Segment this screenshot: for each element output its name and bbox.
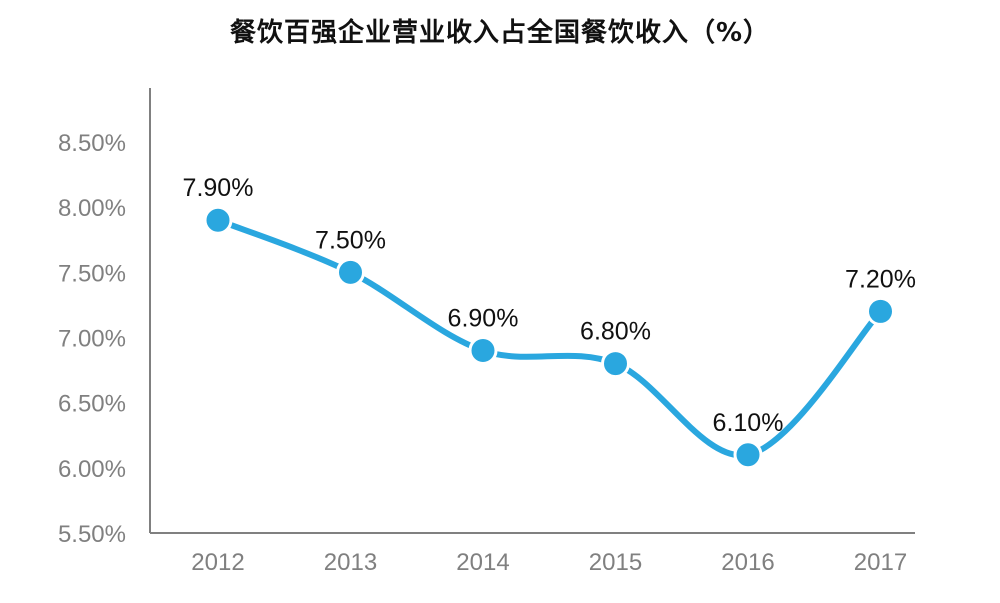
y-tick-label: 6.50%	[58, 391, 126, 418]
x-tick-label: 2012	[191, 549, 244, 576]
x-tick-label: 2017	[854, 549, 907, 576]
data-label: 7.50%	[315, 226, 386, 254]
data-point	[866, 296, 895, 326]
data-point	[733, 440, 763, 470]
chart-title: 餐饮百强企业营业收入占全国餐饮收入（%）	[229, 18, 771, 48]
y-tick-label: 7.00%	[58, 326, 126, 353]
data-point	[601, 349, 630, 379]
y-tick-label: 5.50%	[58, 521, 126, 548]
data-label: 6.90%	[448, 305, 519, 333]
x-tick-label: 2015	[589, 549, 642, 576]
y-tick-label: 6.00%	[58, 456, 126, 483]
data-label: 7.90%	[183, 174, 254, 202]
data-label: 7.20%	[845, 265, 916, 293]
x-tick-label: 2013	[324, 549, 377, 576]
data-point	[468, 336, 498, 366]
x-tick-label: 2014	[456, 549, 509, 576]
data-label: 6.80%	[580, 318, 651, 346]
data-point	[203, 205, 233, 235]
y-tick-label: 7.50%	[58, 260, 126, 287]
x-tick-label: 2016	[721, 549, 774, 576]
data-label: 6.10%	[713, 409, 784, 437]
y-tick-label: 8.50%	[58, 130, 126, 157]
data-point	[336, 257, 365, 287]
y-tick-label: 8.00%	[58, 195, 126, 222]
